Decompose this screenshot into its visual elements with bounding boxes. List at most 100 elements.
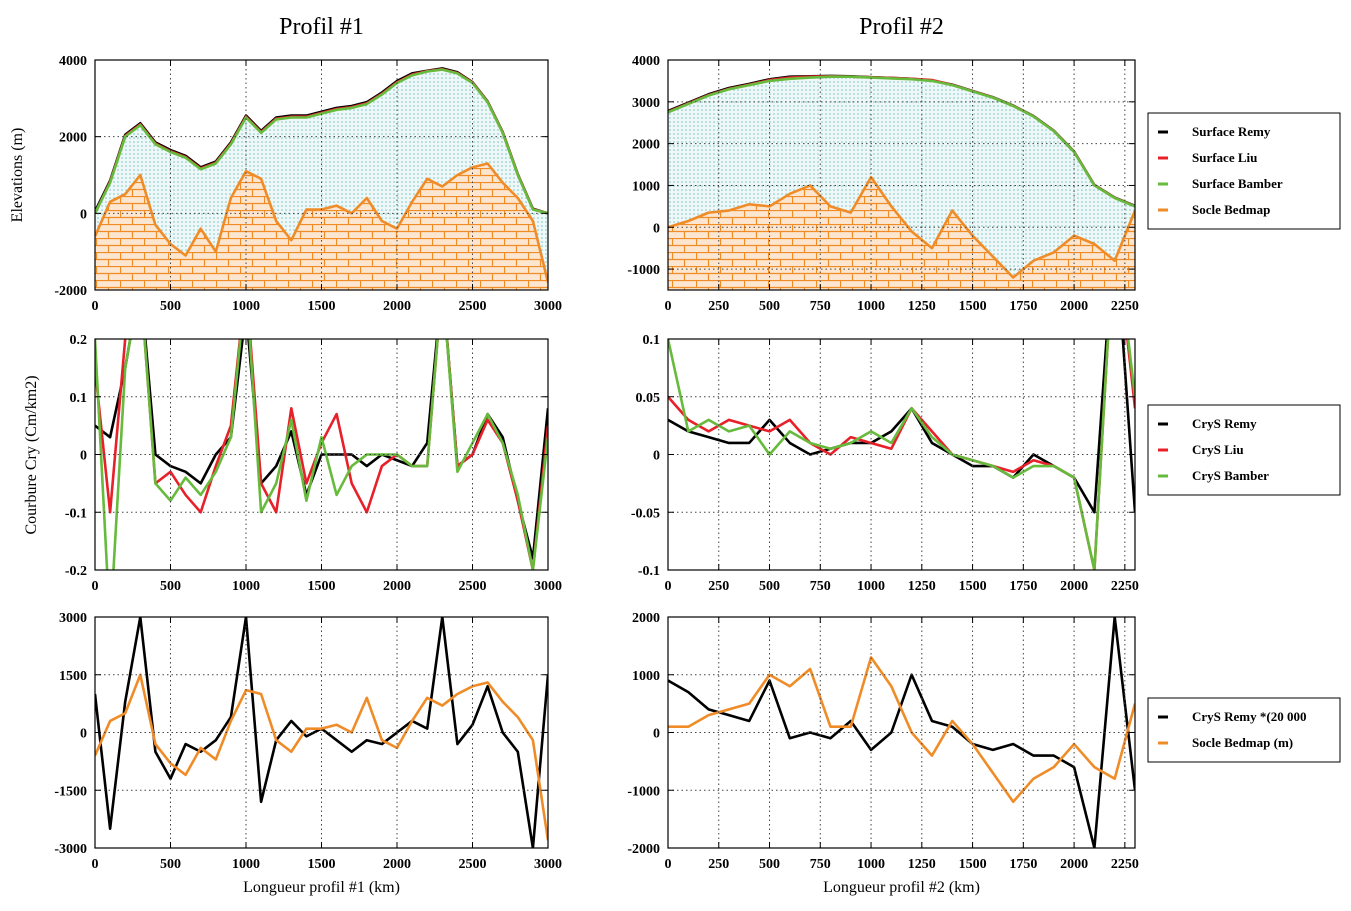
x-tick-label: 1250	[908, 299, 936, 314]
y-tick-label: 3000	[59, 611, 87, 626]
legend-label: Socle Bedmap (m)	[1192, 735, 1293, 750]
y-tick-label: -2000	[54, 284, 87, 299]
x-tick-label: 3000	[534, 299, 562, 314]
x-tick-label: 3000	[534, 579, 562, 594]
y-tick-label: 0	[80, 727, 87, 742]
panel: 0 250 500 750 1000 1250 1500 1750 2000 2250 -1000 0…	[627, 14, 1341, 314]
y-tick-label: -0.05	[631, 506, 660, 521]
y-tick-label: -3000	[54, 842, 87, 857]
x-tick-label: 2250	[1111, 299, 1139, 314]
x-tick-label: 1000	[232, 857, 260, 872]
x-tick-label: 0	[92, 299, 99, 314]
y-tick-label: 2000	[632, 138, 660, 153]
plot-border	[94, 59, 549, 291]
plot-area	[668, 339, 1135, 570]
x-tick-label: 500	[759, 579, 780, 594]
y-tick-label: 0	[653, 727, 660, 742]
x-tick-label: 2000	[1060, 299, 1088, 314]
x-tick-label: 0	[92, 579, 99, 594]
legend-box	[1147, 404, 1341, 496]
x-tick-label: 500	[160, 299, 181, 314]
y-tick-label: 2000	[632, 611, 660, 626]
x-tick-label: 1750	[1009, 857, 1037, 872]
legend-label: Surface Bamber	[1192, 176, 1283, 191]
legend-label: Surface Liu	[1192, 150, 1257, 165]
x-tick-label: 2500	[459, 579, 487, 594]
y-tick-label: 0.1	[70, 391, 88, 406]
x-tick-label: 3000	[534, 857, 562, 872]
plot-area	[668, 74, 1135, 290]
panel: 0 500 1000 1500 2000 2500 3000 -0.2 -0.1 0 0.1 0.2 C…	[23, 333, 562, 594]
legend-label: CryS Remy *(20 000	[1192, 709, 1306, 724]
y-tick-label: 4000	[632, 54, 660, 69]
x-tick-label: 750	[810, 579, 831, 594]
y-tick-label: -1000	[627, 263, 660, 278]
plot-border	[94, 338, 549, 571]
y-tick-label: 0.2	[70, 333, 88, 348]
panel: 0 500 1000 1500 2000 2500 3000 -2000 0 2000 4000 Pr…	[9, 14, 562, 314]
legend-label: CryS Remy	[1192, 416, 1257, 431]
y-tick-label: 1000	[632, 179, 660, 194]
x-tick-label: 1000	[232, 299, 260, 314]
ice-area	[668, 75, 1135, 278]
plot-border	[667, 616, 1136, 849]
x-tick-label: 2500	[459, 299, 487, 314]
legend-label: CryS Bamber	[1192, 468, 1269, 483]
x-tick-label: 1750	[1009, 299, 1037, 314]
legend-box	[1147, 697, 1341, 763]
legend-label: CryS Liu	[1192, 442, 1244, 457]
x-tick-label: 2000	[1060, 857, 1088, 872]
x-tick-label: 250	[708, 579, 729, 594]
x-tick-label: 1000	[857, 857, 885, 872]
legend-label: Socle Bedmap	[1192, 202, 1270, 217]
chart-title: Profil #2	[859, 14, 944, 40]
panel: 0 500 1000 1500 2000 2500 3000 -3000 -1500 0 1500 3…	[54, 611, 562, 896]
x-tick-label: 2250	[1111, 857, 1139, 872]
x-tick-label: 750	[810, 857, 831, 872]
y-tick-label: 0	[653, 449, 660, 464]
series-line	[668, 656, 1135, 804]
x-tick-label: 1750	[1009, 579, 1037, 594]
plot-border	[94, 616, 549, 849]
y-tick-label: 0	[80, 207, 87, 222]
y-tick-label: 0.05	[636, 391, 661, 406]
plot-border	[667, 59, 1136, 291]
y-tick-label: -0.2	[65, 564, 87, 579]
series-line	[95, 673, 548, 841]
x-tick-label: 1000	[232, 579, 260, 594]
legend-box	[1147, 112, 1341, 230]
plot-border	[667, 338, 1136, 571]
bedrock-area	[668, 177, 1135, 290]
ice-area	[95, 68, 548, 283]
plot-area	[668, 617, 1135, 848]
legend-label: Surface Remy	[1192, 124, 1271, 139]
y-tick-label: -2000	[627, 842, 660, 857]
y-tick-label: 4000	[59, 54, 87, 69]
x-tick-label: 2000	[1060, 579, 1088, 594]
x-tick-label: 2250	[1111, 579, 1139, 594]
y-tick-label: 0	[80, 449, 87, 464]
x-axis-label: Longueur profil #1 (km)	[243, 879, 400, 896]
y-tick-label: 1000	[632, 669, 660, 684]
x-tick-label: 250	[708, 857, 729, 872]
y-tick-label: -0.1	[65, 506, 87, 521]
x-tick-label: 0	[665, 579, 672, 594]
x-tick-label: 0	[92, 857, 99, 872]
chart-title: Profil #1	[279, 14, 364, 40]
plot-area	[95, 617, 548, 848]
y-tick-label: 3000	[632, 96, 660, 111]
series-line	[668, 175, 1135, 279]
x-axis-label: Longueur profil #2 (km)	[823, 879, 980, 896]
series-line	[668, 339, 1135, 570]
x-tick-label: 1500	[308, 579, 336, 594]
x-tick-label: 500	[759, 857, 780, 872]
x-tick-label: 2000	[383, 579, 411, 594]
y-axis-label: Elevations (m)	[9, 128, 26, 223]
x-tick-label: 500	[160, 857, 181, 872]
panel: 0 250 500 750 1000 1250 1500 1750 2000 2250 -0.1 -0…	[631, 333, 1341, 594]
x-tick-label: 0	[665, 857, 672, 872]
y-tick-label: -0.1	[638, 564, 660, 579]
x-tick-label: 2000	[383, 857, 411, 872]
